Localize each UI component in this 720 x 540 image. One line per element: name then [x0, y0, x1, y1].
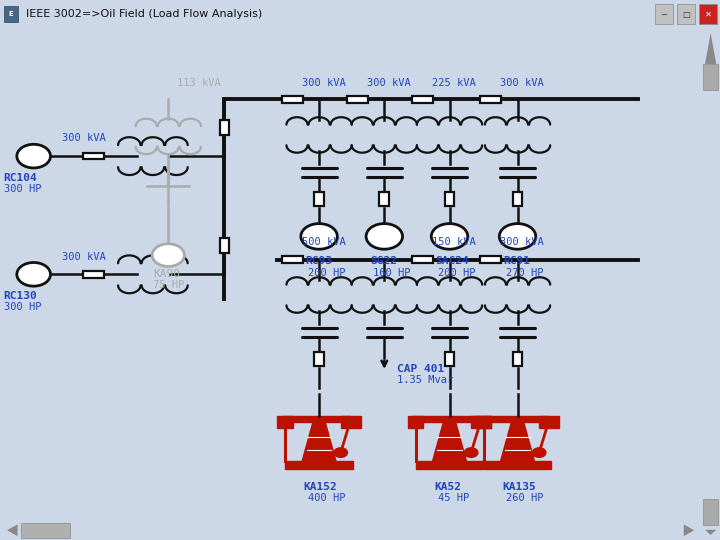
Bar — [83, 271, 104, 278]
Text: RC104: RC104 — [4, 173, 37, 183]
Text: SAC24: SAC24 — [436, 256, 469, 266]
Bar — [480, 256, 501, 263]
Bar — [699, 4, 717, 24]
Polygon shape — [480, 416, 549, 422]
Polygon shape — [341, 416, 361, 428]
Polygon shape — [415, 461, 483, 469]
Bar — [83, 153, 104, 159]
Polygon shape — [7, 524, 17, 536]
Bar — [513, 192, 523, 206]
Bar — [220, 238, 229, 253]
Polygon shape — [500, 422, 534, 461]
Circle shape — [17, 262, 50, 286]
Text: KA135: KA135 — [502, 482, 536, 492]
Text: KA90: KA90 — [153, 269, 180, 279]
Text: 225 kVA: 225 kVA — [432, 78, 476, 87]
Bar — [445, 192, 454, 206]
Circle shape — [334, 448, 348, 457]
Polygon shape — [705, 530, 716, 535]
Bar — [703, 499, 718, 525]
Circle shape — [152, 244, 184, 266]
Text: 200 HP: 200 HP — [308, 268, 346, 278]
Polygon shape — [302, 422, 336, 461]
Text: KA52: KA52 — [434, 482, 461, 492]
Polygon shape — [539, 416, 559, 428]
Polygon shape — [277, 416, 293, 428]
Circle shape — [17, 144, 50, 168]
Text: SG22: SG22 — [370, 256, 397, 266]
Bar — [513, 352, 523, 367]
Text: 200 HP: 200 HP — [438, 268, 476, 278]
Bar — [413, 256, 433, 263]
Text: 150 kVA: 150 kVA — [432, 237, 476, 247]
Bar — [314, 192, 324, 206]
Text: KA152: KA152 — [304, 482, 338, 492]
Text: RC91: RC91 — [503, 256, 531, 266]
Polygon shape — [476, 416, 491, 428]
Text: □: □ — [682, 10, 690, 18]
Text: 300 kVA: 300 kVA — [62, 252, 105, 261]
Text: E: E — [9, 11, 14, 17]
Circle shape — [499, 224, 536, 249]
Polygon shape — [484, 461, 552, 469]
Circle shape — [301, 224, 337, 249]
Bar — [677, 4, 695, 24]
Text: 300 kVA: 300 kVA — [500, 237, 544, 247]
Bar — [282, 256, 303, 263]
Circle shape — [532, 448, 546, 457]
Bar — [480, 96, 501, 103]
Polygon shape — [471, 416, 491, 428]
Text: 270 HP: 270 HP — [506, 268, 544, 278]
Text: 300 kVA: 300 kVA — [302, 78, 346, 87]
Text: 75 HP: 75 HP — [153, 280, 184, 289]
Circle shape — [366, 224, 402, 249]
Text: 500 kVA: 500 kVA — [302, 237, 346, 247]
Bar — [4, 6, 18, 22]
Bar — [655, 4, 673, 24]
Text: 300 kVA: 300 kVA — [500, 78, 544, 87]
Text: 400 HP: 400 HP — [308, 493, 346, 503]
Polygon shape — [705, 33, 716, 64]
Text: 260 HP: 260 HP — [506, 493, 544, 503]
Bar — [21, 523, 70, 538]
Text: ─: ─ — [662, 10, 667, 18]
Text: 1.35 Mvar: 1.35 Mvar — [397, 375, 453, 384]
Bar — [282, 96, 303, 103]
Bar — [413, 96, 433, 103]
Bar — [703, 64, 718, 90]
Text: CAP 401: CAP 401 — [397, 364, 444, 374]
Text: RC130: RC130 — [4, 291, 37, 301]
Text: 300 HP: 300 HP — [4, 302, 41, 312]
Bar — [347, 96, 368, 103]
Circle shape — [431, 224, 468, 249]
Bar — [379, 192, 390, 206]
Bar — [220, 120, 229, 135]
Text: 160 HP: 160 HP — [373, 268, 410, 278]
Bar — [314, 352, 324, 367]
Polygon shape — [433, 422, 467, 461]
Polygon shape — [285, 461, 353, 469]
Text: IEEE 3002=>Oil Field (Load Flow Analysis): IEEE 3002=>Oil Field (Load Flow Analysis… — [26, 9, 262, 19]
Text: ✕: ✕ — [704, 10, 711, 18]
Bar — [445, 352, 454, 367]
Circle shape — [464, 448, 478, 457]
Polygon shape — [413, 416, 480, 422]
Text: RC93: RC93 — [305, 256, 332, 266]
Text: 45 HP: 45 HP — [438, 493, 469, 503]
Text: 113 kVA: 113 kVA — [176, 78, 220, 87]
Polygon shape — [684, 524, 694, 536]
Text: 300 kVA: 300 kVA — [366, 78, 410, 87]
Text: 300 kVA: 300 kVA — [62, 133, 105, 143]
Polygon shape — [282, 416, 350, 422]
Text: 300 HP: 300 HP — [4, 184, 41, 193]
Polygon shape — [408, 416, 423, 428]
